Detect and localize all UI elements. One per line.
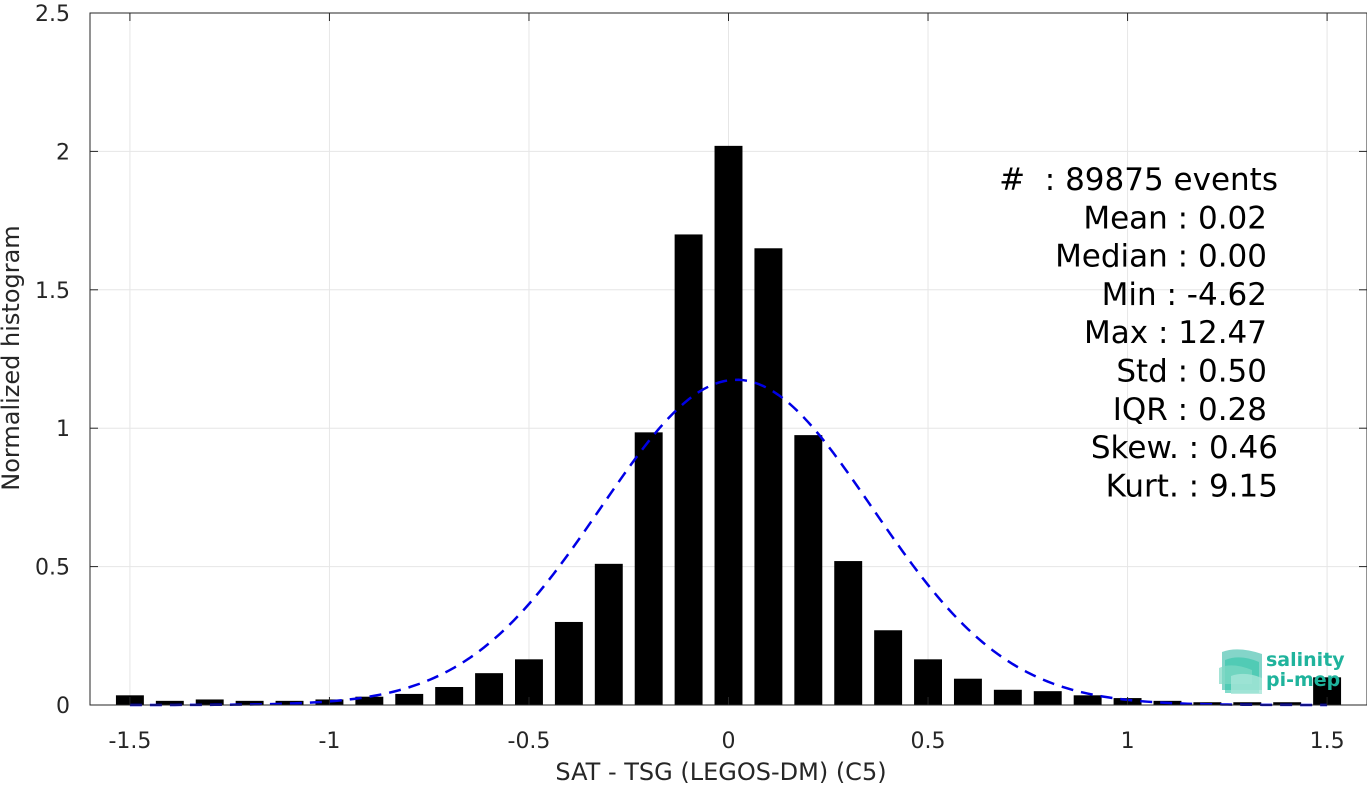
y-tick-label: 1	[56, 417, 70, 442]
stats-line: IQR : 0.28	[1113, 392, 1267, 428]
histogram-bar	[953, 678, 982, 705]
histogram-bar	[993, 689, 1022, 705]
stats-line: Std : 0.50	[1116, 354, 1267, 390]
histogram-bar	[834, 561, 863, 705]
histogram-bar	[714, 145, 743, 705]
histogram-bar	[395, 693, 424, 705]
x-tick-labels: -1.5 -1 -0.5 0 0.5 1 1.5	[108, 729, 1344, 754]
histogram-bar	[794, 435, 823, 705]
stats-line: # : 89875 events	[999, 162, 1278, 198]
x-tick-label: -0.5	[508, 729, 551, 754]
x-axis-label: SAT - TSG (LEGOS-DM) (C5)	[555, 758, 886, 785]
logo-text-line2: pi-mep	[1266, 669, 1340, 691]
axis-ticks	[90, 12, 1367, 706]
logo-text-line1: salinity	[1266, 649, 1345, 671]
x-tick-label: -1.5	[108, 729, 151, 754]
x-tick-label: 1.5	[1310, 729, 1345, 754]
histogram-bar	[594, 563, 623, 705]
histogram-bar	[235, 700, 264, 705]
histogram-bar	[195, 699, 224, 705]
salinity-pimep-logo: salinity pi-mep	[1219, 649, 1345, 694]
histogram-bar	[435, 687, 464, 705]
histogram-bar	[754, 248, 783, 705]
histogram-bar	[634, 432, 663, 705]
y-tick-label: 2.5	[35, 2, 70, 27]
histogram-bar	[275, 700, 304, 705]
y-tick-labels: 0 0.5 1 1.5 2 2.5	[35, 2, 70, 719]
x-tick-label: -1	[318, 729, 340, 754]
y-tick-label: 0.5	[35, 556, 70, 581]
histogram-bar	[554, 621, 583, 705]
y-tick-label: 1.5	[35, 279, 70, 304]
histogram-bar	[355, 696, 384, 705]
histogram-bar	[874, 630, 903, 705]
x-tick-label: 1	[1121, 729, 1135, 754]
y-axis-label: Normalized histogram	[0, 225, 25, 490]
stats-line: Mean : 0.02	[1083, 200, 1267, 236]
histogram-bar	[674, 234, 703, 705]
stats-line: Kurt. : 9.15	[1106, 468, 1278, 504]
histogram-bar	[475, 673, 504, 705]
histogram-bar	[1073, 695, 1102, 705]
y-tick-label: 0	[56, 694, 70, 719]
x-tick-label: 0.5	[911, 729, 946, 754]
stats-line: Max : 12.47	[1084, 315, 1267, 351]
histogram-bar	[155, 700, 184, 705]
stats-line: Min : -4.62	[1102, 277, 1267, 313]
histogram-bar	[1273, 702, 1302, 705]
histogram-bar	[1033, 691, 1062, 705]
logo-wave-icon	[1219, 649, 1262, 694]
stats-line: Median : 0.00	[1055, 239, 1267, 275]
y-tick-label: 2	[56, 140, 70, 165]
x-tick-label: 0	[722, 729, 736, 754]
histogram-bars	[115, 145, 1342, 705]
stats-line: Skew. : 0.46	[1091, 430, 1278, 466]
